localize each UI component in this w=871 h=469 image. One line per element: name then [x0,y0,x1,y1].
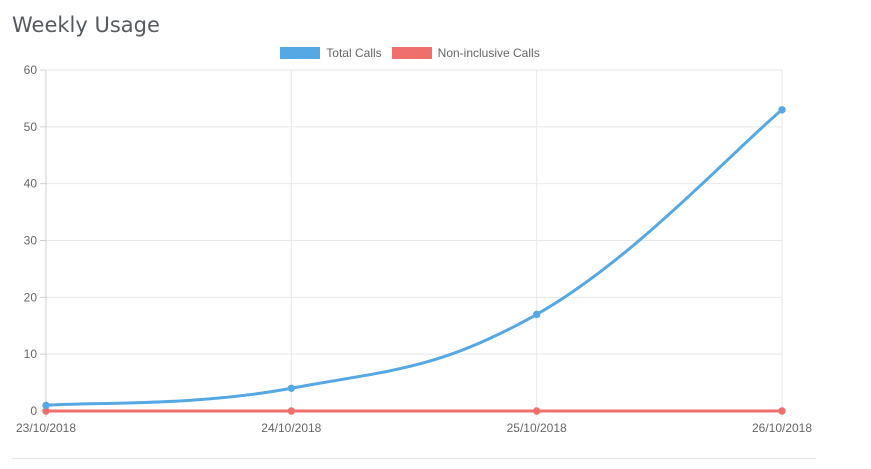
data-point-total-calls [532,310,541,319]
data-point-total-calls [42,401,50,410]
series-line-total-calls [45,108,783,407]
chart-title: Weekly Usage [12,13,160,37]
legend-label-total-calls: Total Calls [326,46,382,60]
chart-legend: Total Calls Non-inclusive Calls [0,46,820,60]
data-point-total-calls [778,106,786,114]
legend-item-non-inclusive-calls[interactable]: Non-inclusive Calls [391,46,540,60]
card-divider [12,458,816,459]
y-tick-label: 0 [30,404,37,418]
legend-swatch-total-calls [280,47,321,59]
y-tick-label: 50 [24,120,38,134]
x-tick-label: 25/10/2018 [507,421,567,435]
legend-swatch-non-inclusive-calls [391,47,432,59]
y-tick-label: 20 [24,290,38,304]
y-tick-label: 40 [24,177,38,191]
x-tick-label: 26/10/2018 [752,421,812,435]
data-point-non-inclusive-calls [532,407,541,415]
x-tick-label: 24/10/2018 [261,421,321,435]
tick-labels: 0 10 20 30 40 50 60 23/10/2018 24/10/2018 25/10/2… [16,63,812,435]
legend-label-non-inclusive-calls: Non-inclusive Calls [437,46,540,60]
legend-item-total-calls[interactable]: Total Calls [280,46,382,60]
x-tick-label: 23/10/2018 [16,421,76,435]
y-tick-label: 10 [24,347,38,361]
data-point-non-inclusive-calls [778,407,786,415]
data-point-non-inclusive-calls [287,407,296,415]
series-lines [42,106,786,415]
data-point-total-calls [287,384,296,392]
y-tick-label: 60 [24,63,38,77]
y-tick-label: 30 [24,234,38,248]
